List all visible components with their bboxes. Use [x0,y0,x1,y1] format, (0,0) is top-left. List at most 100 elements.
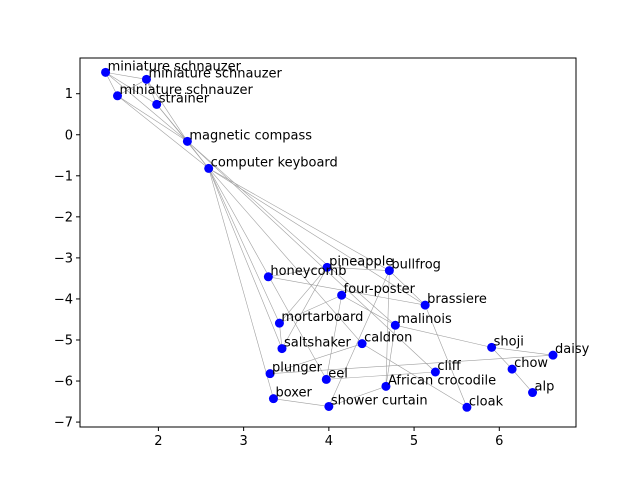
x-axis: 2 3 4 5 6 [154,427,503,449]
edge-line [156,104,209,169]
edge-line [326,371,436,380]
data-point [528,388,538,398]
y-tick-label: −3 [54,251,73,266]
edge-line [187,141,396,326]
y-axis: 1 0 −1 −2 −3 −4 −5 −6 −7 [54,87,80,431]
y-tick-label: −7 [54,416,73,431]
edge-line [327,267,390,271]
data-point [112,91,122,101]
edge-line [326,295,342,380]
edge-line [105,72,147,80]
x-tick-label: 5 [410,434,418,449]
point-label: strainer [159,91,210,106]
data-point [384,266,394,276]
point-label: computer keyboard [211,155,338,170]
point-label: miniature schnauzer [148,66,282,81]
edge-line [268,276,426,306]
data-point [204,163,214,173]
point-label: shoji [494,334,524,349]
point-label: brassiere [427,292,487,307]
point-label: daisy [555,342,590,357]
point-label: bullfrog [391,258,441,273]
y-tick-label: 1 [65,87,73,102]
edges-layer [105,72,554,408]
edge-line [385,325,396,387]
edge-line [424,304,468,408]
data-point [357,339,367,349]
edge-line [328,270,390,407]
data-point [141,74,151,84]
y-tick-label: −1 [54,169,73,184]
y-tick-label: −5 [54,333,73,348]
x-tick-label: 3 [239,434,247,449]
x-tick-label: 2 [154,434,162,449]
data-point [152,99,162,109]
data-point [321,374,331,384]
data-point [548,350,558,360]
edge-line [395,324,492,348]
edge-line [511,368,533,393]
data-point [430,367,440,377]
x-tick-label: 6 [495,434,503,449]
point-label: saltshaker [284,336,351,351]
data-point [265,369,275,379]
data-point [324,401,334,411]
point-label: four-poster [344,282,416,297]
data-point [420,300,430,310]
points-layer [101,67,558,412]
edge-line [270,354,554,374]
point-label: cliff [437,359,461,374]
point-label: eel [328,366,348,381]
point-label: honeycomb [270,264,346,279]
data-point [337,290,347,300]
edge-line [328,386,387,407]
edge-line [269,343,363,374]
data-point [182,136,192,146]
point-label: malinois [397,312,452,327]
y-tick-label: 0 [65,128,73,143]
edge-line [341,294,396,326]
data-point [507,364,517,374]
edge-line [208,168,363,344]
edge-line [389,270,426,306]
y-tick-label: −4 [54,292,73,307]
edge-line [208,168,390,271]
point-label: African crocodile [388,373,496,388]
edge-line [279,294,342,324]
data-point [390,320,400,330]
data-point [322,262,332,272]
data-point [381,381,391,391]
edge-line [208,168,280,324]
point-label: caldron [364,331,412,346]
edge-line [105,72,188,142]
edge-line [117,95,209,169]
edge-line [208,168,283,349]
data-point [263,272,273,282]
y-tick-label: −2 [54,210,73,225]
data-point [268,394,278,404]
data-point [101,67,111,77]
point-label: alp [535,380,555,395]
edge-line [491,347,554,356]
y-tick-label: −6 [54,375,73,390]
point-label: plunger [272,361,323,376]
point-label: shower curtain [331,393,428,408]
data-point [277,344,287,354]
point-label: mortarboard [281,310,363,325]
edge-line [117,79,147,97]
edge-line [273,398,329,407]
edge-line [361,343,468,408]
edge-line [208,168,274,399]
data-point [274,318,284,328]
edge-line [268,267,328,278]
edge-line [146,79,188,142]
edge-line [281,267,328,349]
edge-line [385,270,390,387]
edge-line [117,95,188,142]
x-tick-label: 4 [325,434,333,449]
point-label: chow [514,356,548,371]
edge-line [279,267,328,324]
data-point [487,342,497,352]
